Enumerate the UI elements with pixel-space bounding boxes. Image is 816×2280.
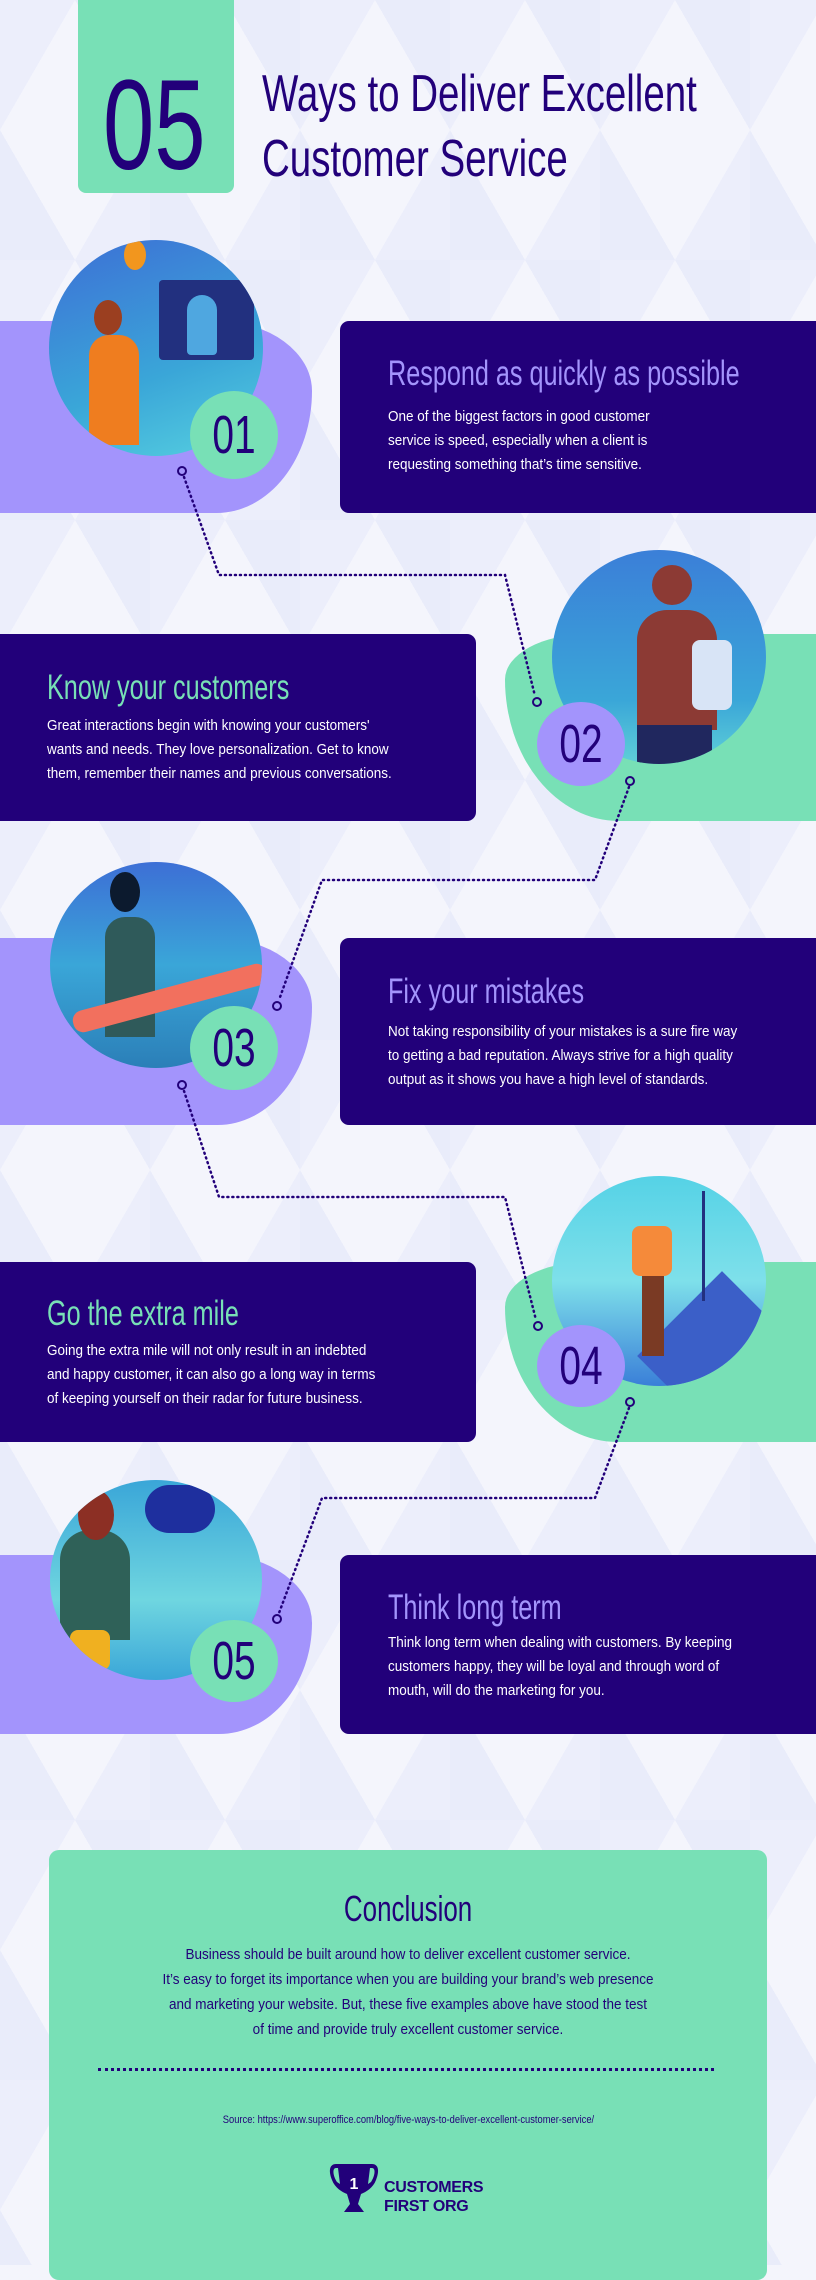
- step-number: 01: [212, 405, 256, 465]
- step-2-card: Know your customers Great interactions b…: [0, 634, 476, 821]
- conclusion-body: Business should be built around how to d…: [162, 1946, 654, 2038]
- step-body: Not taking responsibility of your mistak…: [388, 1024, 738, 1088]
- step-body: Great interactions begin with knowing yo…: [47, 718, 392, 782]
- conclusion-card: Conclusion Business should be built arou…: [49, 1850, 767, 2280]
- conclusion-title: Conclusion: [343, 1888, 473, 1929]
- step-4-card: Go the extra mile Going the extra mile w…: [0, 1262, 476, 1442]
- page-title-line: Ways to Deliver Excellent: [262, 65, 697, 123]
- step-title: Respond as quickly as possible: [388, 354, 740, 393]
- logo-text: CUSTOMERS FIRST ORG: [384, 2179, 484, 2215]
- step-title: Know your customers: [47, 668, 290, 707]
- page-title: Ways to Deliver Excellent Customer Servi…: [262, 62, 816, 192]
- logo-badge: 1: [350, 2176, 359, 2193]
- step-number: 04: [559, 1336, 603, 1396]
- step-body: Think long term when dealing with custom…: [388, 1635, 733, 1699]
- step-2-number-badge: 02: [537, 702, 625, 786]
- logo: 1 CUSTOMERS FIRST ORG: [328, 2162, 484, 2216]
- step-body: One of the biggest factors in good custo…: [388, 409, 650, 473]
- step-title: Fix your mistakes: [388, 972, 585, 1011]
- step-5-card: Think long term Think long term when dea…: [340, 1555, 816, 1734]
- step-number: 02: [559, 714, 603, 774]
- dotted-divider: [98, 2068, 714, 2071]
- step-number: 03: [212, 1018, 256, 1078]
- trophy-icon: 1: [329, 2164, 379, 2212]
- page-title-line: Customer Service: [262, 130, 568, 188]
- header-number: 05: [103, 54, 206, 197]
- step-1-number-badge: 01: [190, 391, 278, 479]
- step-1-card: Respond as quickly as possible One of th…: [340, 321, 816, 513]
- header-number-box: 05: [78, 0, 234, 193]
- step-3-card: Fix your mistakes Not taking responsibil…: [340, 938, 816, 1125]
- step-number: 05: [212, 1631, 256, 1691]
- step-body: Going the extra mile will not only resul…: [47, 1343, 376, 1407]
- step-title: Think long term: [388, 1588, 562, 1627]
- step-title: Go the extra mile: [47, 1294, 239, 1333]
- step-5-number-badge: 05: [190, 1620, 278, 1702]
- step-5-illustration: [50, 1480, 262, 1680]
- step-3-number-badge: 03: [190, 1006, 278, 1090]
- step-4-number-badge: 04: [537, 1325, 625, 1407]
- source-link[interactable]: Source: https://www.superoffice.com/blog…: [222, 2114, 594, 2126]
